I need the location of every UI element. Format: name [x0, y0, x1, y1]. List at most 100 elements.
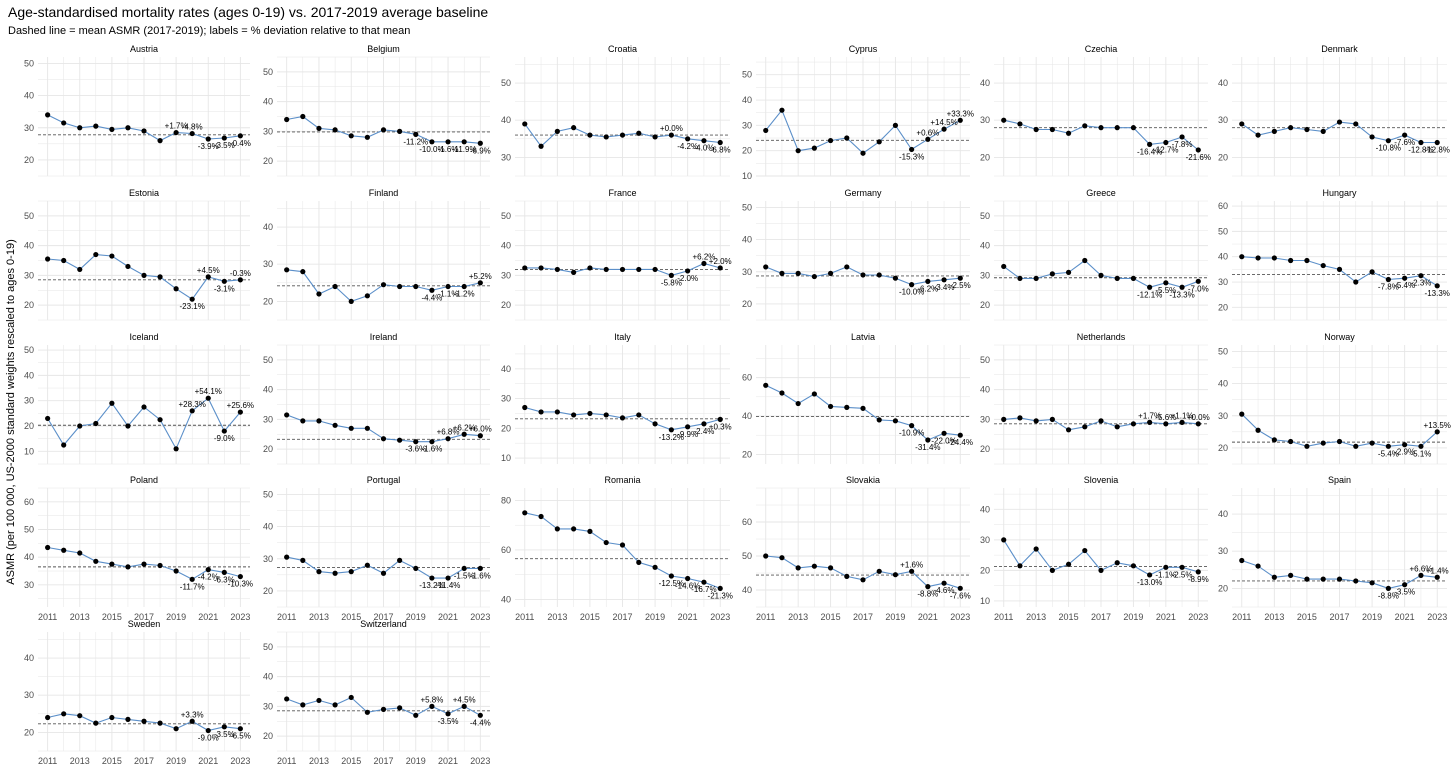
data-point: [141, 128, 147, 134]
data-point: [1163, 139, 1169, 146]
deviation-label: -10.0%: [419, 145, 444, 154]
y-tick-label: 40: [501, 364, 511, 374]
data-point: [125, 125, 131, 131]
data-point: [397, 437, 403, 443]
data-point: [1130, 125, 1137, 131]
data-point: [668, 573, 674, 579]
data-point: [892, 572, 899, 578]
y-tick-label: 50: [742, 70, 752, 80]
data-point: [811, 273, 817, 280]
data-point: [603, 539, 609, 546]
y-tick-label: 40: [24, 552, 34, 562]
data-point: [779, 270, 785, 276]
x-tick-label: 2015: [341, 756, 361, 766]
y-tick-label: 30: [24, 580, 34, 590]
data-point: [141, 718, 147, 724]
data-point: [77, 713, 83, 719]
deviation-label: -12.8%: [1408, 146, 1433, 155]
deviation-label: -2.4%: [693, 427, 714, 436]
deviation-label: -8.8%: [917, 590, 938, 599]
data-point: [93, 720, 99, 726]
data-point: [61, 120, 67, 126]
data-point: [1130, 421, 1137, 427]
data-point: [844, 135, 850, 141]
data-point: [284, 696, 290, 702]
deviation-label: +25.6%: [227, 401, 254, 410]
data-point: [1304, 126, 1310, 133]
deviation-label: -13.0%: [1137, 578, 1162, 587]
data-point: [701, 138, 707, 144]
data-point: [93, 123, 99, 129]
data-point: [284, 116, 290, 123]
y-tick-label: 50: [263, 642, 273, 652]
deviation-label: -13.2%: [659, 433, 684, 442]
data-point: [380, 282, 387, 288]
x-tick-label: 2019: [166, 612, 186, 622]
data-point: [522, 404, 528, 411]
deviation-label: -12.8%: [1425, 146, 1450, 155]
data-point: [779, 390, 785, 396]
data-point: [1065, 269, 1072, 275]
panel-title: Iceland: [129, 332, 158, 342]
deviation-label: -4.6%: [934, 586, 955, 595]
panel-greece: Greece 20 30 40 50 -12.1%-5.5%-13.3%-7.0%: [980, 188, 1209, 321]
data-point: [1320, 576, 1326, 582]
x-tick-label: 2011: [38, 756, 57, 766]
y-tick-label: 40: [742, 95, 752, 105]
data-point: [587, 265, 593, 271]
deviation-label: -7.8%: [1378, 282, 1399, 291]
data-point: [1082, 424, 1088, 430]
deviation-label: -13.3%: [1425, 289, 1450, 298]
x-tick-label: 2023: [1427, 612, 1447, 622]
y-tick-label: 40: [501, 595, 511, 605]
x-tick-label: 2015: [102, 756, 122, 766]
deviation-label: -3.5%: [214, 141, 235, 150]
data-point: [1001, 117, 1007, 123]
x-tick-label: 2015: [821, 612, 841, 622]
x-tick-label: 2011: [38, 612, 57, 622]
x-tick-label: 2017: [853, 612, 873, 622]
data-point: [429, 575, 435, 581]
data-point: [636, 559, 642, 565]
data-point: [109, 253, 115, 259]
deviation-label: +3.3%: [181, 710, 204, 719]
y-tick-label: 20: [263, 586, 273, 596]
deviation-label: +14.5%: [930, 118, 957, 127]
data-point: [1130, 275, 1137, 281]
y-tick-label: 40: [980, 385, 990, 395]
y-tick-label: 20: [980, 565, 990, 575]
data-point: [1147, 419, 1153, 425]
x-tick-label: 2019: [406, 756, 426, 766]
data-point: [1179, 564, 1185, 570]
data-point: [173, 446, 179, 452]
y-tick-label: 30: [980, 414, 990, 424]
data-point: [332, 283, 338, 290]
y-tick-label: 50: [742, 202, 752, 212]
data-point: [587, 528, 593, 534]
data-point: [173, 568, 179, 574]
deviation-label: -3.6%: [405, 445, 426, 454]
x-tick-label: 2023: [710, 612, 730, 622]
y-tick-label: 50: [1218, 226, 1228, 236]
data-point: [892, 122, 899, 128]
y-tick-label: 20: [980, 300, 990, 310]
data-point: [477, 565, 483, 572]
panel-title: Spain: [1328, 475, 1351, 485]
data-point: [77, 125, 83, 131]
data-point: [316, 125, 322, 131]
data-point: [445, 283, 451, 290]
panel-title: Germany: [844, 188, 882, 198]
data-point: [157, 720, 163, 726]
y-tick-label: 30: [263, 126, 273, 136]
data-point: [1033, 418, 1039, 424]
y-tick-label: 30: [263, 259, 273, 269]
y-tick-label: 20: [24, 421, 34, 431]
y-tick-label: 20: [501, 423, 511, 433]
data-point: [1163, 280, 1169, 286]
deviation-label: -7.8%: [1172, 140, 1193, 149]
data-point: [316, 418, 322, 424]
data-point: [477, 140, 483, 146]
data-point: [795, 400, 801, 407]
data-point: [1402, 275, 1408, 281]
panel-ireland: Ireland 20 30 40 50 -3.6%-1.6% +6.8%+6.2%+6.0%: [263, 332, 492, 465]
